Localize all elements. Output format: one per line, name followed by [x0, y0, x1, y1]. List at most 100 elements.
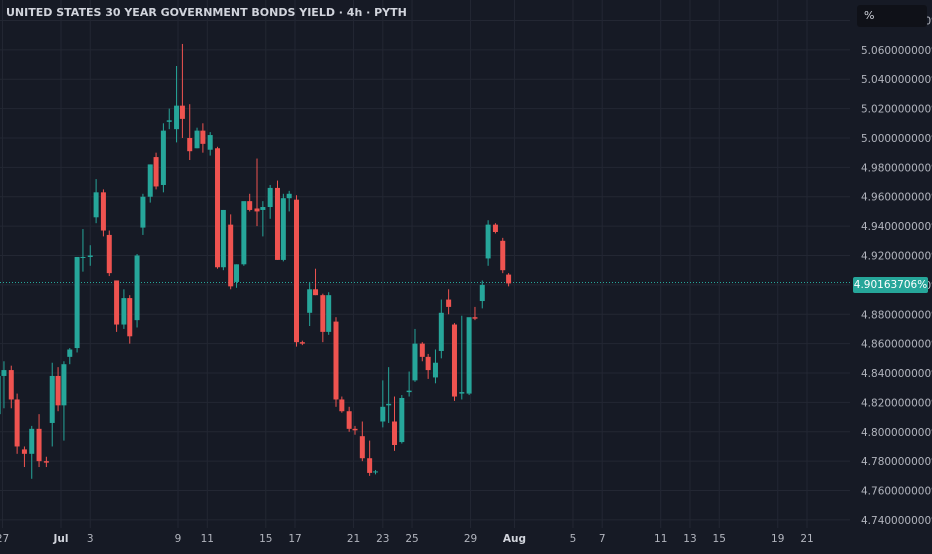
candle-body	[339, 399, 345, 412]
y-tick-label: 4.820000000%	[861, 397, 932, 409]
candle-body	[14, 399, 20, 447]
y-tick-label: 4.880000000%	[861, 309, 932, 321]
candle-body	[134, 255, 140, 321]
candle-body	[179, 105, 185, 119]
y-axis: 4.740000000% 4.760000000% 4.780000000% 4.80…	[861, 15, 932, 526]
candle-up	[166, 108, 172, 130]
candle-down	[294, 195, 300, 347]
candle-down	[392, 396, 398, 451]
candle-down	[352, 425, 358, 435]
candle-up	[174, 65, 180, 143]
candle-down	[451, 323, 457, 401]
x-tick-label: 7	[599, 533, 606, 545]
candle-body	[49, 375, 55, 423]
candle-body	[386, 403, 392, 406]
candle-down	[55, 367, 61, 412]
candle-up	[61, 361, 67, 441]
grid	[0, 0, 850, 528]
unit-selector[interactable]: %	[857, 5, 927, 27]
candle-body	[153, 157, 159, 187]
x-tick-label: 23	[376, 533, 389, 545]
candle-down	[127, 295, 133, 344]
candle-up	[386, 367, 392, 423]
candle-body	[0, 375, 1, 415]
candle-body	[61, 364, 67, 406]
candle-up	[485, 220, 491, 266]
candle-body	[280, 198, 286, 260]
x-tick-label: 17	[288, 533, 301, 545]
y-tick-label: 5.000000000%	[861, 133, 932, 145]
candle-body	[247, 201, 253, 210]
x-tick-label: 5	[570, 533, 577, 545]
candle-body	[352, 428, 358, 431]
candle-body	[121, 298, 127, 325]
candle-up	[280, 193, 286, 262]
candle-body	[215, 148, 221, 268]
candle-up	[372, 469, 378, 475]
candle-body	[21, 449, 27, 454]
candle-body	[372, 471, 378, 473]
candle-down	[492, 223, 498, 234]
candle-up	[220, 209, 226, 271]
candle-body	[438, 312, 444, 351]
candle-body	[160, 130, 166, 185]
x-tick-label: 15	[259, 533, 272, 545]
candle-body	[127, 298, 133, 337]
x-tick-label: 21	[347, 533, 360, 545]
candle-body	[80, 256, 86, 258]
y-tick-label: 4.800000000%	[861, 427, 932, 439]
candle-body	[359, 436, 365, 459]
candle-body	[326, 295, 332, 332]
candle-down	[8, 365, 14, 409]
candle-down	[419, 342, 425, 362]
y-tick-label: 4.940000000%	[861, 221, 932, 233]
x-tick-label: 13	[683, 533, 696, 545]
candle-up	[1, 361, 7, 409]
candle-up	[380, 380, 386, 428]
candle-body	[274, 187, 280, 260]
candle-body	[492, 224, 498, 232]
candle-up	[147, 164, 153, 203]
candle-body	[8, 370, 14, 400]
candle-body	[346, 411, 352, 429]
candles	[0, 43, 512, 479]
candle-up	[267, 184, 273, 219]
candle-up	[207, 132, 213, 156]
y-tick-label: 4.960000000%	[861, 192, 932, 204]
y-tick-label: 4.780000000%	[861, 456, 932, 468]
candle-down	[320, 293, 326, 343]
chart-title: UNITED STATES 30 YEAR GOVERNMENT BONDS Y…	[6, 6, 407, 19]
y-tick-label: 4.980000000%	[861, 162, 932, 174]
candle-body	[207, 135, 213, 150]
x-tick-label: 11	[654, 533, 667, 545]
candle-body	[254, 208, 260, 212]
candle-down	[228, 214, 234, 290]
candle-down	[114, 280, 120, 332]
candle-up	[134, 254, 140, 328]
candle-body	[43, 461, 49, 463]
candle-down	[215, 146, 221, 269]
candle-down	[346, 406, 352, 432]
candle-up	[466, 317, 472, 396]
candle-body	[241, 201, 247, 265]
candle-down	[21, 446, 27, 468]
candle-body	[313, 289, 319, 296]
y-tick-label: 4.840000000%	[861, 368, 932, 380]
candle-body	[194, 130, 200, 149]
candle-body	[459, 392, 465, 394]
candle-up	[459, 315, 465, 400]
candle-body	[1, 370, 7, 376]
candle-up	[307, 281, 313, 327]
candle-up	[140, 193, 146, 235]
candle-up	[87, 245, 93, 266]
candle-down	[179, 43, 185, 138]
candle-body	[446, 299, 452, 307]
candle-down	[200, 123, 206, 153]
x-tick-label: 27	[0, 533, 9, 545]
candle-down	[313, 268, 319, 296]
candle-body	[294, 199, 300, 343]
candle-body	[200, 130, 206, 144]
candle-body	[472, 317, 478, 319]
